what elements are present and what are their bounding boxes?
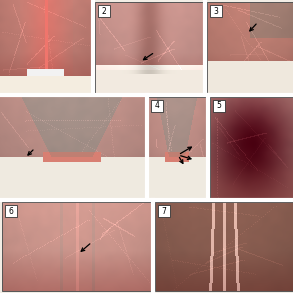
Text: 3: 3 — [214, 6, 219, 16]
Bar — [207, 2, 293, 93]
Text: 7: 7 — [161, 207, 166, 215]
Bar — [213, 100, 225, 112]
Bar — [158, 205, 170, 217]
Bar — [95, 2, 204, 93]
Text: 6: 6 — [8, 207, 13, 215]
Text: 2: 2 — [102, 6, 106, 16]
Text: 4: 4 — [155, 101, 159, 110]
Bar — [148, 97, 207, 198]
Bar — [2, 202, 152, 291]
Bar — [210, 97, 293, 198]
Bar — [98, 5, 110, 17]
Text: 5: 5 — [217, 101, 222, 110]
Bar — [5, 205, 17, 217]
Bar — [151, 100, 163, 112]
Bar — [155, 202, 293, 291]
Bar — [210, 5, 222, 17]
